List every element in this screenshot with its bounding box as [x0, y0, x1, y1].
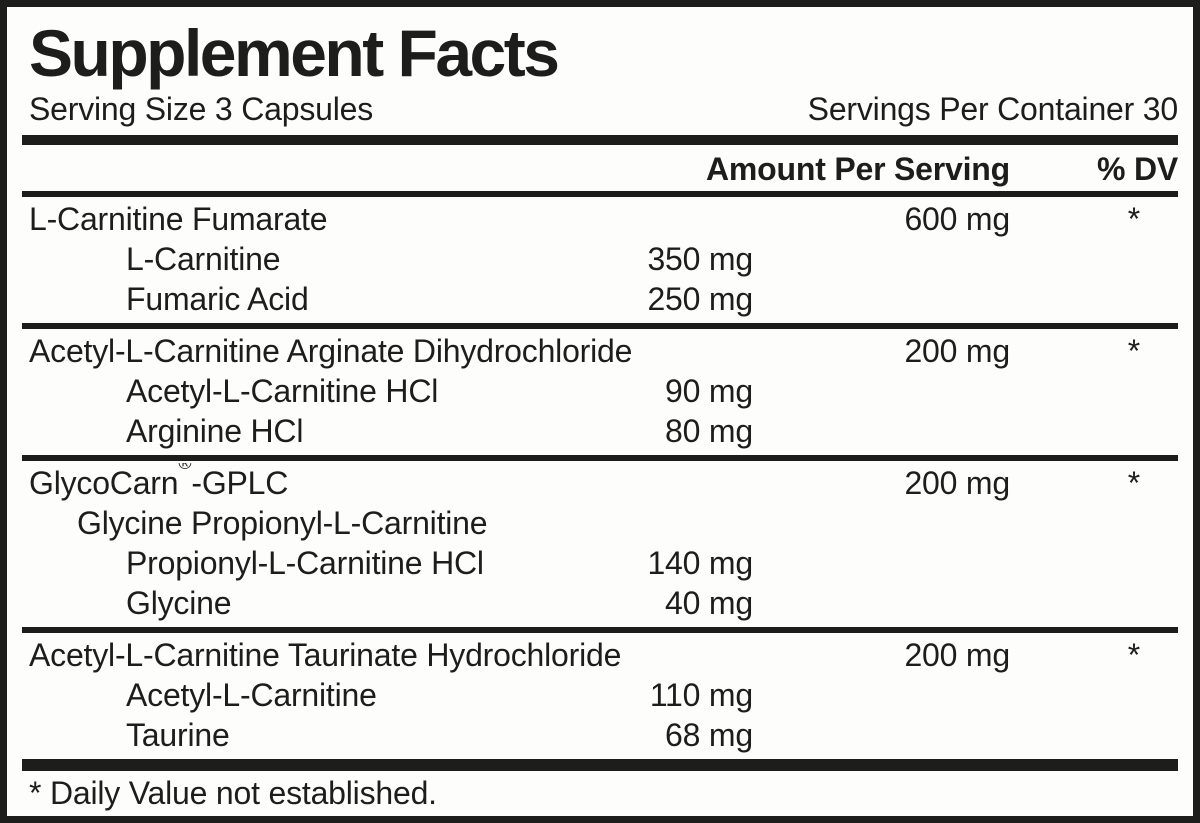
- percent-dv-header: % DV: [1097, 151, 1178, 187]
- ingredient-amount: [753, 279, 1010, 319]
- ingredient-name: Propionyl-L-Carnitine HCl 140 mg: [126, 545, 753, 581]
- ingredient-name: Acetyl-L-Carnitine Taurinate Hydrochlori…: [29, 637, 622, 673]
- ingredient-amount: [753, 411, 1010, 451]
- dv-cell: [1010, 371, 1178, 411]
- ingredient-amount: [753, 503, 1010, 543]
- divider-group: [22, 323, 1178, 329]
- ingredient-row: Glycine 40 mg: [22, 583, 1178, 623]
- ingredient-amount: 200 mg: [904, 333, 1010, 369]
- dv-cell: *: [1127, 333, 1140, 369]
- ingredient-name: Acetyl-L-Carnitine 110 mg: [126, 677, 753, 713]
- dv-cell: [1010, 715, 1178, 755]
- ingredient-table: L-Carnitine Fumarate 600 mg * L-Carnitine 35…: [22, 197, 1178, 759]
- ingredient-row: Acetyl-L-Carnitine Arginate Dihydrochlor…: [22, 331, 1178, 371]
- ingredient-amount: [753, 675, 1010, 715]
- ingredient-name: GlycoCarn ® -GPLC: [29, 463, 289, 501]
- ingredient-amount: 200 mg: [904, 465, 1010, 501]
- ingredient-group: L-Carnitine Fumarate 600 mg * L-Carnitine 35…: [22, 197, 1178, 323]
- ingredient-name: L-Carnitine 350 mg: [126, 241, 753, 277]
- ingredient-amount: [753, 543, 1010, 583]
- ingredient-amount: [753, 583, 1010, 623]
- sub-ingredient-amount: 90 mg: [665, 373, 753, 409]
- panel-title: Supplement Facts: [29, 16, 560, 90]
- dv-cell: [1010, 583, 1178, 623]
- ingredient-row: Propionyl-L-Carnitine HCl 140 mg: [22, 543, 1178, 583]
- sub-ingredient-amount: 40 mg: [665, 585, 753, 621]
- sub-ingredient-amount: 250 mg: [647, 281, 753, 317]
- ingredient-name: L-Carnitine Fumarate: [29, 201, 328, 237]
- ingredient-group: GlycoCarn ® -GPLC 200 mg * Glycine Propionyl-…: [22, 461, 1178, 627]
- ingredient-row: Arginine HCl 80 mg: [22, 411, 1178, 451]
- ingredient-name: Fumaric Acid 250 mg: [126, 281, 753, 317]
- registered-trademark: ®: [178, 463, 192, 473]
- dv-cell: [1010, 675, 1178, 715]
- divider-group: [22, 627, 1178, 633]
- ingredient-group: Acetyl-L-Carnitine Taurinate Hydrochlori…: [22, 633, 1178, 759]
- dv-cell: [1010, 543, 1178, 583]
- sub-ingredient-amount: 350 mg: [647, 241, 753, 277]
- dv-cell: *: [1127, 201, 1140, 237]
- ingredient-name: Arginine HCl 80 mg: [126, 413, 753, 449]
- dv-cell: *: [1127, 465, 1140, 501]
- ingredient-row: Acetyl-L-Carnitine Taurinate Hydrochlori…: [22, 635, 1178, 675]
- ingredient-row: Fumaric Acid 250 mg: [22, 279, 1178, 319]
- ingredient-amount: 600 mg: [904, 201, 1010, 237]
- column-header-row: Amount Per Serving % DV: [22, 145, 1178, 191]
- ingredient-row: L-Carnitine 350 mg: [22, 239, 1178, 279]
- dv-cell: *: [1127, 637, 1140, 673]
- serving-info-row: Serving Size 3 Capsules Servings Per Con…: [22, 90, 1178, 135]
- ingredient-row: L-Carnitine Fumarate 600 mg *: [22, 199, 1178, 239]
- dv-cell: [1010, 279, 1178, 319]
- divider-group: [22, 455, 1178, 461]
- sub-ingredient-amount: 140 mg: [647, 545, 753, 581]
- ingredient-amount: 200 mg: [904, 637, 1010, 673]
- amount-per-serving-header: Amount Per Serving: [705, 151, 1010, 187]
- sub-ingredient-amount: 110 mg: [649, 677, 753, 713]
- ingredient-amount: [753, 715, 1010, 755]
- ingredient-row: Glycine Propionyl-L-Carnitine: [22, 503, 1178, 543]
- sub-ingredient-amount: 80 mg: [665, 413, 753, 449]
- ingredient-name: Glycine Propionyl-L-Carnitine: [77, 505, 488, 541]
- ingredient-amount: [753, 371, 1010, 411]
- ingredient-amount: [753, 239, 1010, 279]
- ingredient-name: Taurine 68 mg: [126, 717, 753, 753]
- ingredient-name: Acetyl-L-Carnitine HCl 90 mg: [126, 373, 753, 409]
- dv-cell: [1010, 503, 1178, 543]
- ingredient-row: Taurine 68 mg: [22, 715, 1178, 755]
- ingredient-row: Acetyl-L-Carnitine HCl 90 mg: [22, 371, 1178, 411]
- serving-size-text: Serving Size 3 Capsules: [29, 91, 374, 127]
- ingredient-name: Glycine 40 mg: [126, 585, 753, 621]
- divider-header-bottom: [22, 191, 1178, 197]
- divider-heavy-top: [22, 135, 1178, 145]
- ingredient-row: GlycoCarn ® -GPLC 200 mg *: [22, 463, 1178, 503]
- dv-cell: [1010, 411, 1178, 451]
- dv-cell: [1010, 239, 1178, 279]
- ingredient-name: Acetyl-L-Carnitine Arginate Dihydrochlor…: [29, 333, 633, 369]
- footnote: * Daily Value not established.: [29, 775, 437, 811]
- divider-heavy-bottom: [22, 759, 1178, 771]
- sub-ingredient-amount: 68 mg: [665, 717, 753, 753]
- servings-per-container-text: Servings Per Container 30: [807, 91, 1179, 127]
- ingredient-group: Acetyl-L-Carnitine Arginate Dihydrochlor…: [22, 329, 1178, 455]
- ingredient-row: Acetyl-L-Carnitine 110 mg: [22, 675, 1178, 715]
